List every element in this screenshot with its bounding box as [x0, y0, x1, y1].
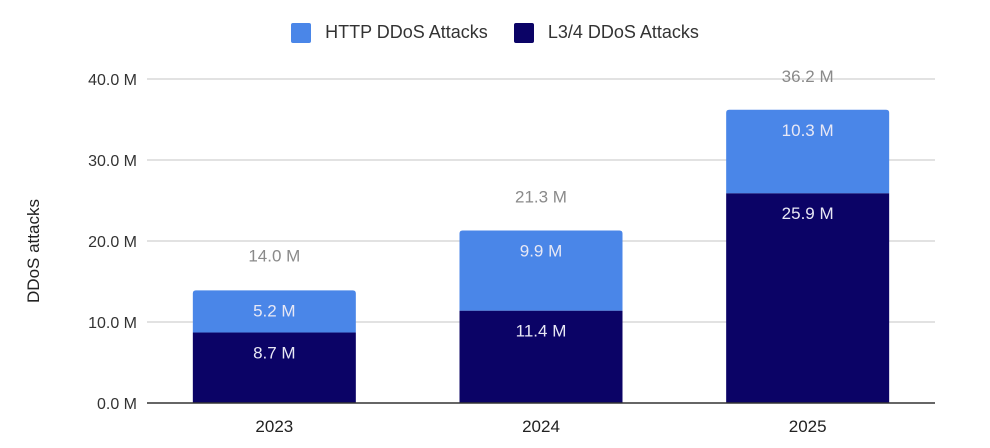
total-label: 21.3 M — [515, 187, 567, 206]
legend-swatch-http — [291, 22, 312, 43]
y-tick-label: 20.0 M — [88, 234, 137, 251]
bar-segment-http-2025[interactable] — [726, 109, 890, 194]
legend-item-http[interactable]: HTTP DDoS Attacks — [291, 22, 488, 43]
x-axis-labels: 2023 2024 2025 — [255, 417, 826, 436]
legend-item-l34[interactable]: L3/4 DDoS Attacks — [513, 22, 699, 43]
bar-segment-l34-2023[interactable] — [192, 332, 356, 403]
data-label-l34: 11.4 M — [516, 322, 567, 341]
legend-swatch-l34 — [513, 22, 534, 43]
x-category-label: 2025 — [789, 417, 827, 436]
data-label-l34: 8.7 M — [253, 344, 296, 363]
bar-segment-l34-2024[interactable] — [459, 310, 623, 403]
y-tick-label: 0.0 M — [97, 396, 137, 413]
bar-segment-http-2023[interactable] — [192, 290, 356, 333]
y-axis-ticks: 0.0 M 10.0 M 20.0 M 30.0 M 40.0 M — [88, 72, 137, 413]
bar-segment-http-2024[interactable] — [459, 230, 623, 311]
total-label: 36.2 M — [782, 67, 834, 86]
legend: HTTP DDoS Attacks L3/4 DDoS Attacks — [0, 22, 990, 43]
y-tick-label: 30.0 M — [88, 153, 137, 170]
data-labels: 8.7 M 5.2 M 14.0 M 11.4 M 9.9 M 21.3 M 25.9 M 1… — [248, 67, 833, 363]
x-category-label: 2024 — [522, 417, 560, 436]
y-tick-label: 40.0 M — [88, 72, 137, 89]
legend-label-http: HTTP DDoS Attacks — [325, 22, 488, 42]
x-category-label: 2023 — [255, 417, 293, 436]
data-label-l34: 25.9 M — [782, 204, 834, 223]
y-axis-title: DDoS attacks — [24, 199, 43, 303]
y-tick-label: 10.0 M — [88, 315, 137, 332]
bars — [192, 109, 890, 403]
bar-segment-l34-2025[interactable] — [726, 193, 890, 403]
data-label-http: 9.9 M — [520, 241, 563, 260]
data-label-http: 10.3 M — [782, 121, 834, 140]
total-label: 14.0 M — [248, 247, 300, 266]
data-label-http: 5.2 M — [253, 301, 296, 320]
legend-label-l34: L3/4 DDoS Attacks — [547, 22, 699, 42]
